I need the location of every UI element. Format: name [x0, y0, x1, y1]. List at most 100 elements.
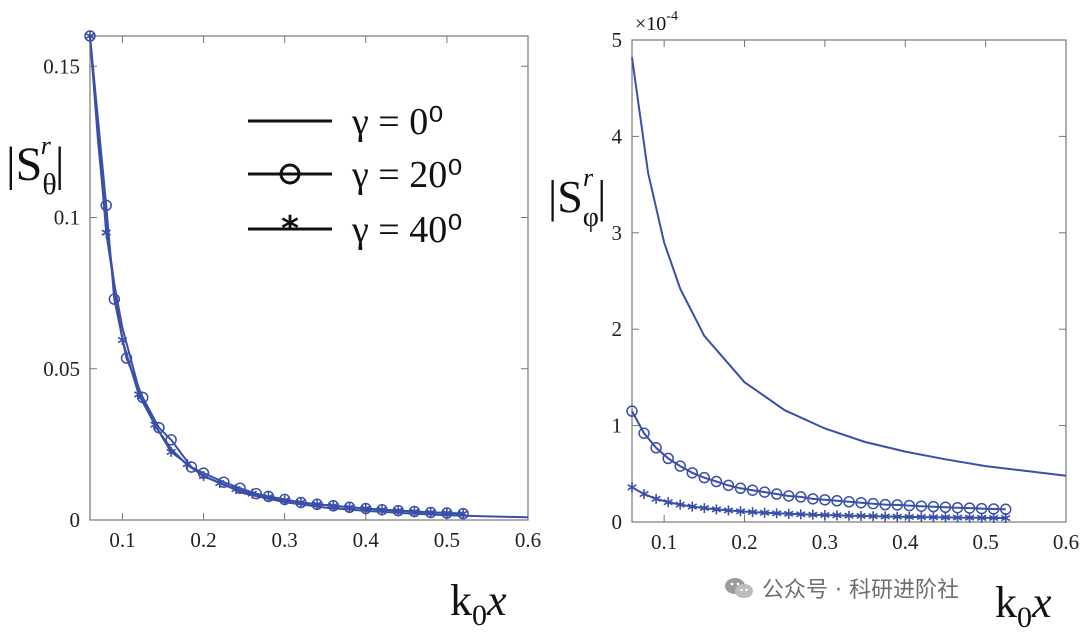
right-xtick-label: 0.6: [1053, 530, 1079, 554]
right-circle-marker: [710, 475, 723, 488]
right-star-marker: [771, 508, 782, 519]
right-xtick-label: 0.3: [812, 530, 838, 554]
left-xtick-label: 0.1: [109, 528, 135, 552]
right-star-marker: [844, 510, 854, 521]
left-star-marker: [296, 497, 306, 508]
right-xtick-label: 0.2: [731, 530, 757, 554]
left-star-marker: [198, 471, 209, 482]
right-star-marker: [711, 504, 722, 515]
right-y-label: |Sφr|: [548, 163, 606, 233]
right-circle-marker: [686, 467, 699, 479]
right-star-marker: [928, 512, 939, 523]
right-star-marker: [808, 509, 818, 520]
left-star-marker: [117, 335, 128, 346]
right-star-marker: [783, 508, 794, 519]
left-star-marker: [247, 488, 257, 499]
legend: * γ = 0⁰ γ = 20⁰ γ = 40⁰: [248, 101, 462, 251]
left-star-marker: [231, 484, 241, 495]
right-circle-marker: [939, 501, 952, 514]
left-star-marker: [328, 500, 339, 511]
left-ytick-label: 0: [70, 508, 81, 532]
right-star-marker: [735, 506, 746, 517]
legend-star-marker: *: [281, 209, 299, 249]
left-star-marker: [393, 505, 403, 516]
right-star-marker: [627, 482, 637, 493]
right-star-marker: [699, 503, 710, 514]
right-star-marker: [940, 512, 951, 523]
left-plot-frame: [89, 35, 529, 521]
right-star-marker: [747, 507, 758, 518]
right-star-marker: [868, 511, 878, 522]
right-circle-marker: [915, 500, 928, 512]
right-ytick-label: 5: [612, 28, 623, 52]
left-xtick-label: 0.4: [353, 528, 380, 552]
right-circle-marker: [650, 442, 662, 454]
right-star-marker: [952, 512, 963, 523]
left-x-label: k0x: [450, 576, 507, 632]
right-panel: 0.1 0.2 0.3 0.4 0.5 0.6 0 1 2 3 4 5 ×10-4 |Sφr| k0…: [548, 9, 1079, 632]
right-star-marker: [796, 509, 806, 520]
right-star-marker: [723, 505, 734, 516]
left-star-marker: [442, 508, 452, 519]
left-y-ticks: 0 0.05 0.1 0.15: [43, 54, 528, 532]
watermark-text: 公众号 · 科研进阶社: [762, 578, 959, 603]
right-circle-marker: [662, 452, 674, 465]
right-circle-marker: [903, 499, 916, 512]
right-circle-marker: [831, 495, 843, 507]
legend-label-20: γ = 20⁰: [351, 154, 462, 196]
left-star-marker: [361, 503, 371, 514]
right-circle-marker: [638, 427, 650, 440]
left-xtick-label: 0.2: [190, 528, 216, 552]
right-series-line-0: [631, 57, 1067, 477]
left-star-marker: [215, 478, 225, 489]
right-star-marker: [904, 511, 915, 522]
right-x-ticks: 0.1 0.2 0.3 0.4 0.5 0.6: [651, 40, 1079, 554]
left-ytick-label: 0.15: [43, 54, 80, 78]
left-panel: 0.1 0.2 0.3 0.4 0.5 0.6 0 0.05 0.1 0.15 |Sθr| k0…: [6, 30, 541, 632]
right-star-marker: [663, 497, 673, 508]
right-star-marker: [976, 512, 987, 523]
right-circle-marker: [927, 500, 940, 513]
right-circle-marker: [819, 494, 831, 506]
right-star-marker: [880, 511, 890, 522]
left-star-marker: [458, 508, 468, 519]
right-xtick-label: 0.1: [651, 530, 677, 554]
right-circle-marker: [807, 493, 819, 505]
right-circle-marker: [758, 486, 771, 498]
right-ytick-label: 1: [612, 414, 623, 438]
left-circle-marker: [108, 293, 121, 305]
right-circle-marker: [698, 471, 711, 484]
left-ytick-label: 0.05: [43, 357, 80, 381]
right-circle-marker: [674, 460, 686, 472]
right-star-marker: [832, 510, 842, 521]
right-star-marker: [651, 493, 661, 504]
right-star-marker: [639, 489, 649, 500]
right-y-ticks: 0 1 2 3 4 5: [612, 28, 1066, 534]
left-circle-marker: [165, 434, 177, 446]
left-star-marker: [377, 504, 387, 515]
right-ytick-label: 0: [612, 510, 623, 534]
right-circle-marker: [867, 497, 879, 510]
left-star-marker: [312, 499, 322, 510]
left-star-marker: [133, 389, 144, 400]
right-circle-marker: [891, 499, 903, 511]
right-circle-marker: [843, 496, 855, 508]
right-xtick-label: 0.5: [973, 530, 999, 554]
right-star-marker: [988, 512, 999, 523]
left-series-group: [84, 30, 529, 520]
right-series-group: [626, 57, 1067, 524]
left-xtick-label: 0.5: [434, 528, 460, 552]
right-ytick-label: 3: [612, 221, 623, 245]
left-xtick-label: 0.6: [515, 528, 541, 552]
right-circle-marker: [879, 498, 891, 511]
right-circle-marker: [770, 488, 783, 500]
left-star-marker: [85, 31, 95, 41]
left-star-marker: [409, 506, 420, 517]
right-circle-marker: [855, 496, 867, 509]
left-circle-marker: [100, 199, 112, 212]
left-star-marker: [425, 507, 436, 518]
left-y-label: |Sθr|: [6, 131, 64, 201]
right-circle-marker: [746, 484, 759, 496]
left-ytick-label: 0.1: [54, 206, 80, 230]
